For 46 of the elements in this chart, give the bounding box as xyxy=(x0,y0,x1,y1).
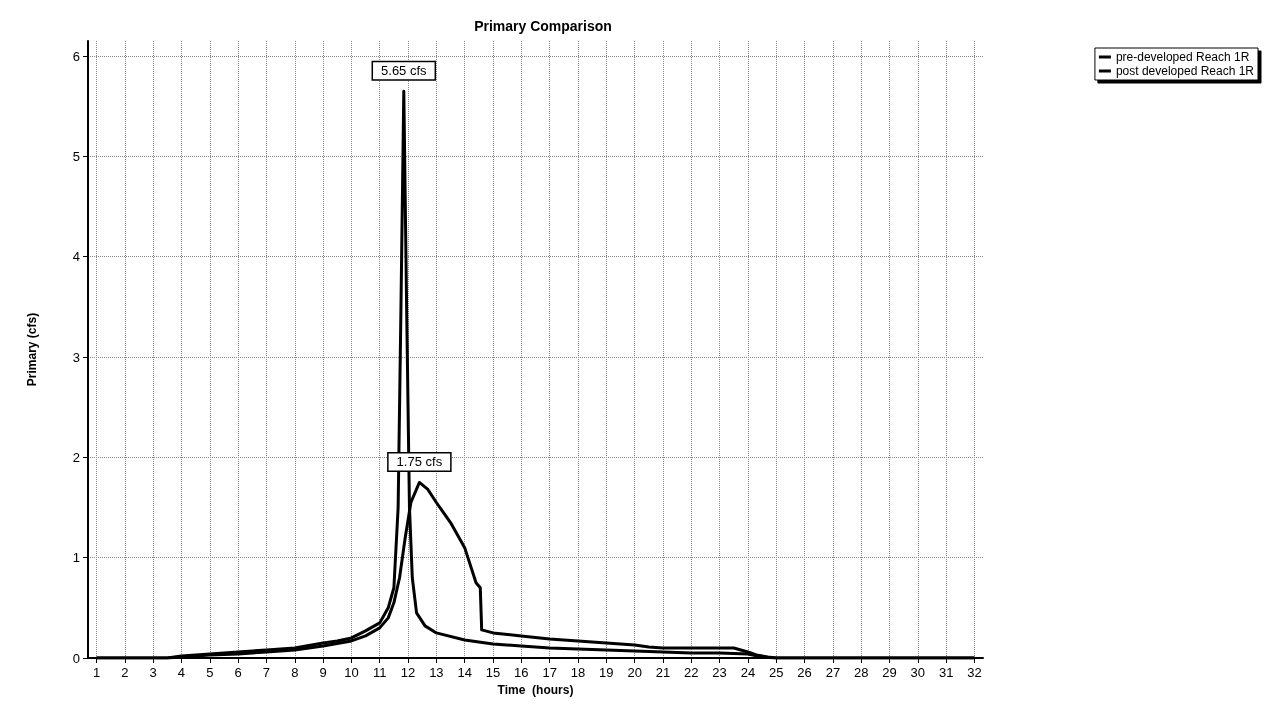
y-tick-label: 4 xyxy=(72,249,80,265)
x-tick-label: 21 xyxy=(655,665,671,680)
x-tick-label: 22 xyxy=(684,665,699,680)
x-tick-label: 26 xyxy=(797,665,812,680)
x-tick-label: 3 xyxy=(149,665,157,680)
x-tick-label: 28 xyxy=(853,665,869,680)
x-tick-label: 30 xyxy=(910,665,926,680)
annotation: 1.75 cfs xyxy=(396,454,443,470)
x-tick-label: 17 xyxy=(542,665,557,680)
x-tick-label: 11 xyxy=(372,665,387,680)
x-tick-label: 19 xyxy=(599,665,614,680)
x-tick-label: 18 xyxy=(570,665,586,680)
x-tick-label: 7 xyxy=(262,665,271,680)
y-tick-label: 1 xyxy=(72,550,80,566)
y-tick-label: 5 xyxy=(72,148,80,164)
x-tick-label: 14 xyxy=(457,665,472,680)
x-tick-label: 12 xyxy=(400,665,416,680)
y-tick-label: 0 xyxy=(72,650,80,666)
x-tick-label: 27 xyxy=(825,665,841,680)
annotation: 5.65 cfs xyxy=(381,63,428,79)
chart-title: Primary Comparison xyxy=(474,18,612,34)
x-tick-label: 5 xyxy=(206,665,214,680)
x-tick-label: 13 xyxy=(429,665,444,680)
x-tick-label: 20 xyxy=(627,665,642,680)
x-tick-label: 4 xyxy=(177,665,186,680)
x-tick-label: 29 xyxy=(882,665,897,680)
y-axis-title: Primary (cfs) xyxy=(25,312,39,387)
x-tick-label: 2 xyxy=(121,665,129,680)
x-axis-title: Time (hours) xyxy=(497,683,574,697)
x-tick-label: 16 xyxy=(514,665,529,680)
y-tick-label: 2 xyxy=(72,449,80,465)
x-tick-label: 1 xyxy=(92,665,101,680)
y-tick-label: 6 xyxy=(72,48,80,64)
legend-label: post developed Reach 1R xyxy=(1115,64,1255,78)
x-tick-label: 9 xyxy=(319,665,327,680)
x-tick-label: 23 xyxy=(712,665,727,680)
x-tick-label: 15 xyxy=(485,665,501,680)
x-tick-label: 6 xyxy=(234,665,242,680)
legend-label: pre-developed Reach 1R xyxy=(1115,50,1250,64)
x-tick-label: 31 xyxy=(938,665,954,680)
x-tick-label: 8 xyxy=(291,665,299,680)
x-tick-label: 24 xyxy=(740,665,756,680)
x-tick-label: 25 xyxy=(769,665,784,680)
y-tick-label: 3 xyxy=(72,349,80,365)
x-tick-label: 10 xyxy=(344,665,359,680)
x-tick-label: 32 xyxy=(967,665,982,680)
